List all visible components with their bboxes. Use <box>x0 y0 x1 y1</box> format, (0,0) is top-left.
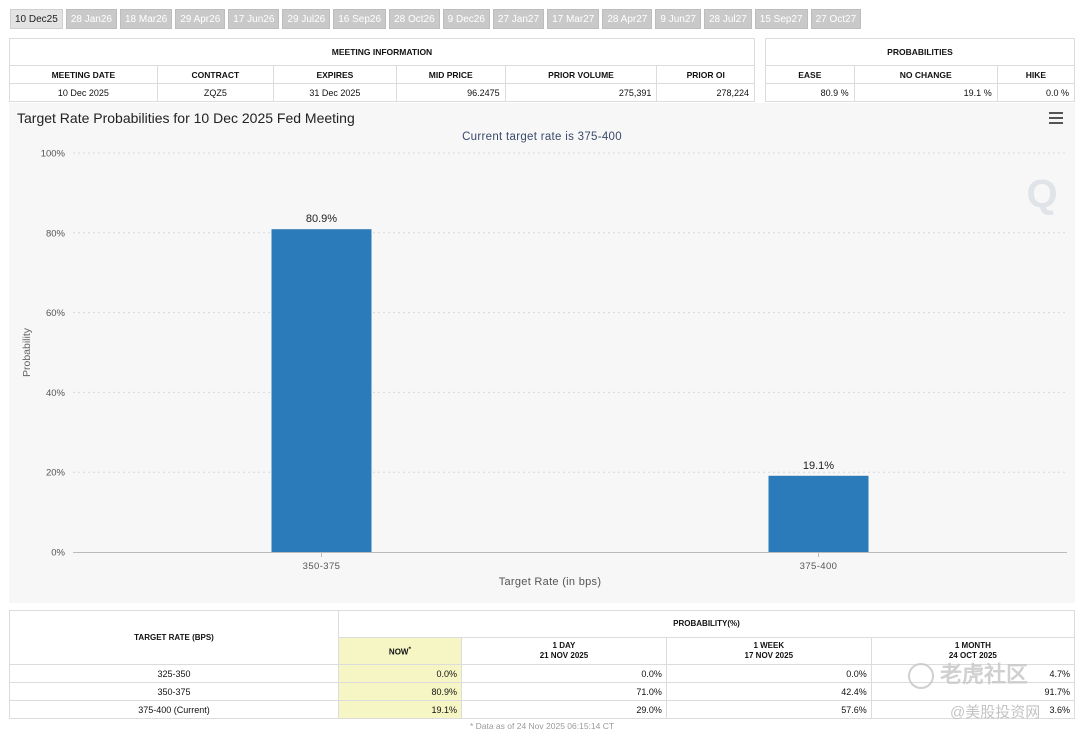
hike-value: 0.0 % <box>996 83 1076 102</box>
table-row: 350-375 80.9% 71.0% 42.4% 91.7% <box>9 682 1076 701</box>
subtitle-current-rate: 375-400 <box>577 131 622 143</box>
table-row: 375-400 (Current) 19.1% 29.0% 57.6% 3.6% <box>9 700 1076 719</box>
y-tick-label: 100% <box>41 149 66 160</box>
tab-meeting-date[interactable]: 9 Dec26 <box>442 9 490 29</box>
header-no-change: NO CHANGE <box>853 65 998 84</box>
header-1-month: 1 MONTH 24 OCT 2025 <box>870 637 1076 665</box>
hamburger-menu-icon[interactable] <box>1049 112 1063 127</box>
header-1-week-label: 1 WEEK <box>753 641 785 650</box>
header-1-day-date: 21 NOV 2025 <box>539 651 589 660</box>
target-rate-cell: 375-400 (Current) <box>9 700 339 719</box>
tab-meeting-date[interactable]: 27 Jan27 <box>492 9 545 29</box>
tab-meeting-date[interactable]: 28 Apr27 <box>602 9 653 29</box>
header-1-day: 1 DAY 21 NOV 2025 <box>461 637 667 665</box>
meeting-information-table: MEETING INFORMATION MEETING DATE CONTRAC… <box>9 38 755 102</box>
meeting-tabs: 10 Dec25 28 Jan26 18 Mar26 29 Apr26 17 Jun26… <box>10 9 862 29</box>
tab-meeting-date[interactable]: 27 Oct27 <box>810 9 862 29</box>
header-contract: CONTRACT <box>156 65 274 84</box>
tab-meeting-date[interactable]: 18 Mar26 <box>119 9 173 29</box>
header-1-day-label: 1 DAY <box>552 641 576 650</box>
header-probability: PROBABILITY(%) <box>338 610 1075 638</box>
1-day-cell: 29.0% <box>461 700 667 719</box>
header-meeting-date: MEETING DATE <box>9 65 158 84</box>
header-hike: HIKE <box>996 65 1076 84</box>
tab-meeting-date[interactable]: 28 Jan26 <box>65 9 117 29</box>
tab-meeting-date[interactable]: 16 Sep26 <box>333 9 387 29</box>
y-tick-label: 60% <box>46 308 66 319</box>
watermark-logo: 老虎社区 <box>908 657 1029 690</box>
mid-price-value: 96.2475 <box>395 83 506 102</box>
probabilities-caption: PROBABILITIES <box>765 38 1075 66</box>
q-logo-icon: Q <box>1026 172 1057 216</box>
x-axis-title: Target Rate (in bps) <box>499 576 602 588</box>
header-prior-oi: PRIOR OI <box>656 65 755 84</box>
header-1-week-date: 17 NOV 2025 <box>744 651 794 660</box>
now-label: NOW <box>388 647 409 657</box>
now-footnote-mark: * <box>408 645 412 653</box>
prior-volume-value: 275,391 <box>504 83 658 102</box>
header-expires: EXPIRES <box>272 65 397 84</box>
watermark-circle-icon <box>908 663 934 690</box>
bar <box>768 475 869 552</box>
target-rate-probability-table: TARGET RATE (BPS) PROBABILITY(%) NOW* 1 … <box>9 610 1076 719</box>
header-1-month-label: 1 MONTH <box>954 641 991 650</box>
y-tick-label: 20% <box>46 468 66 479</box>
tab-meeting-date[interactable]: 29 Apr26 <box>175 9 226 29</box>
tab-meeting-date[interactable]: 28 Oct26 <box>389 9 440 29</box>
tab-meeting-date[interactable]: 10 Dec25 <box>10 9 63 29</box>
y-axis-title: Probability <box>21 327 33 377</box>
subtitle-prefix: Current target rate is <box>462 131 578 143</box>
1-month-cell: 3.6% <box>870 700 1076 719</box>
tab-meeting-date[interactable]: 29 Jul26 <box>282 9 331 29</box>
data-timestamp-note: * Data as of 24 Nov 2025 06:15:14 CT <box>469 721 615 731</box>
prior-oi-value: 278,224 <box>656 83 755 102</box>
1-day-cell: 71.0% <box>461 682 667 701</box>
chart-panel: 0% 20% 40% 60% 80% 100% 80.9% 350-375 19.1% 375-4… <box>9 103 1075 603</box>
tab-meeting-date[interactable]: 17 Mar27 <box>547 9 600 29</box>
1-week-cell: 0.0% <box>665 664 872 683</box>
now-cell: 0.0% <box>338 664 462 683</box>
header-ease: EASE <box>765 65 855 84</box>
expires-value: 31 Dec 2025 <box>272 83 397 102</box>
header-target-rate: TARGET RATE (BPS) <box>9 610 339 665</box>
tab-meeting-date[interactable]: 15 Sep27 <box>754 9 808 29</box>
y-tick-label: 80% <box>46 228 66 239</box>
data-label: 19.1% <box>803 460 834 472</box>
data-label: 80.9% <box>306 213 337 225</box>
now-cell: 80.9% <box>338 682 462 701</box>
watermark-handle: @美股投资网 <box>950 704 1041 721</box>
x-tick-label: 375-400 <box>800 561 838 572</box>
header-1-week: 1 WEEK 17 NOV 2025 <box>665 637 872 665</box>
header-1-month-date: 24 OCT 2025 <box>948 651 997 660</box>
target-rate-cell: 325-350 <box>9 664 339 683</box>
chart-subtitle: Current target rate is 375-400 <box>9 131 1075 143</box>
target-rate-cell: 350-375 <box>9 682 339 701</box>
contract-value: ZQZ5 <box>156 83 274 102</box>
watermark-line1: 老虎社区 <box>940 662 1029 687</box>
x-tick-label: 350-375 <box>303 561 341 572</box>
header-mid-price: MID PRICE <box>395 65 506 84</box>
y-tick-label: 40% <box>46 388 66 399</box>
probability-chart: 0% 20% 40% 60% 80% 100% 80.9% 350-375 19.1% 375-4… <box>21 149 1067 588</box>
header-now: NOW* <box>338 637 462 665</box>
y-tick-label: 0% <box>51 548 65 559</box>
1-day-cell: 0.0% <box>461 664 667 683</box>
tab-meeting-date[interactable]: 28 Jul27 <box>703 9 752 29</box>
tab-meeting-date[interactable]: 17 Jun26 <box>228 9 280 29</box>
header-prior-volume: PRIOR VOLUME <box>504 65 658 84</box>
no-change-value: 19.1 % <box>853 83 998 102</box>
tab-meeting-date[interactable]: 9 Jun27 <box>655 9 701 29</box>
1-week-cell: 42.4% <box>665 682 872 701</box>
meeting-date-value: 10 Dec 2025 <box>9 83 158 102</box>
1-week-cell: 57.6% <box>665 700 872 719</box>
now-cell: 19.1% <box>338 700 462 719</box>
chart-title: Target Rate Probabilities for 10 Dec 202… <box>17 110 355 126</box>
probabilities-table: PROBABILITIES EASE NO CHANGE HIKE 80.9 %… <box>765 38 1076 102</box>
bar <box>271 229 372 553</box>
ease-value: 80.9 % <box>765 83 855 102</box>
meeting-information-caption: MEETING INFORMATION <box>9 38 755 66</box>
